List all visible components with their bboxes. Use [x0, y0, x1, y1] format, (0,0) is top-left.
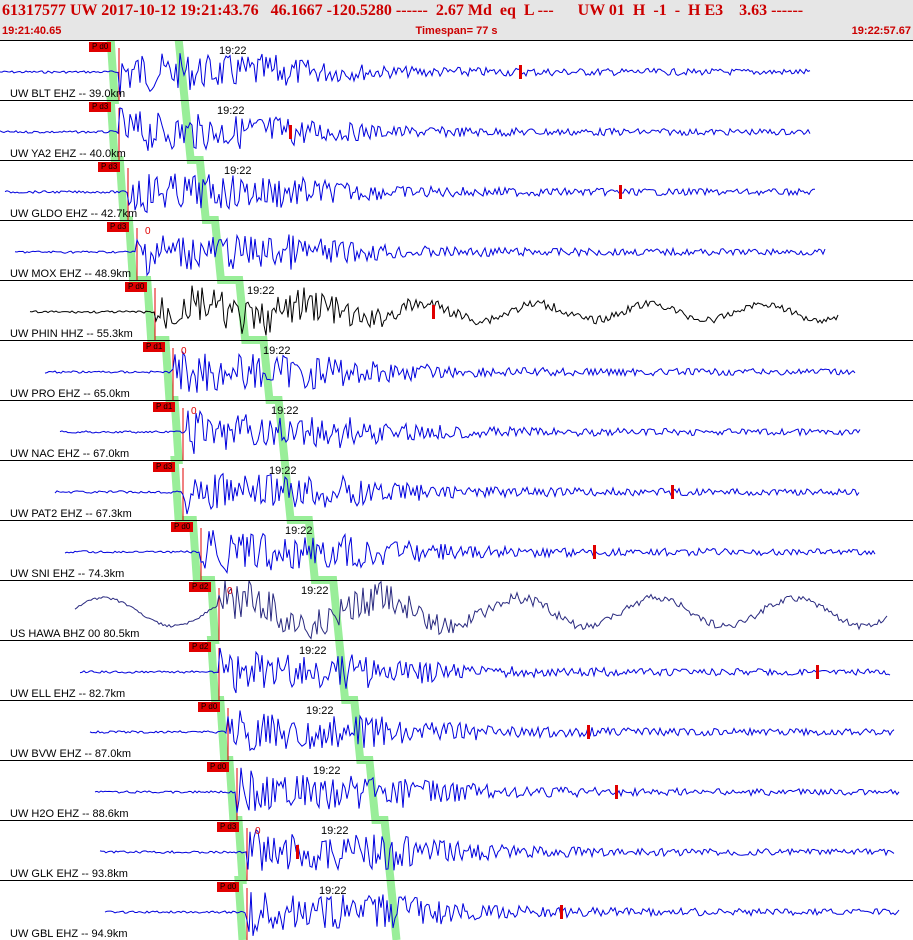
waveform-trace [44, 350, 856, 393]
trace-label: UW YA2 EHZ -- 40.0km [10, 148, 126, 160]
trace-label: UW SNI EHZ -- 74.3km [10, 568, 125, 580]
s-arrival-marker [296, 845, 299, 859]
p-pick-tag[interactable]: P d0 [217, 882, 240, 892]
trace-label: UW PHIN HHZ -- 55.3km [10, 328, 133, 340]
minute-mark-label: 19:22 [247, 285, 275, 297]
waveform-trace [89, 710, 895, 752]
s-arrival-marker [289, 125, 292, 139]
minute-mark-label: 19:22 [269, 465, 297, 477]
minute-mark-label: 19:22 [306, 705, 334, 717]
waveform-trace [104, 892, 900, 936]
trace-panel[interactable]: UW GBL EHZ -- 94.9km P d0 19:22 [0, 880, 913, 940]
minute-mark-label: 19:22 [313, 765, 341, 777]
trace-panel[interactable]: UW MOX EHZ -- 48.9km P d3 0 [0, 220, 913, 280]
trace-panel[interactable]: UW NAC EHZ -- 67.0km P d1 19:22 0 [0, 400, 913, 460]
moveout-band [106, 40, 247, 940]
p-pick-tag[interactable]: P d3 [107, 222, 130, 232]
s-arrival-marker [671, 485, 674, 499]
minute-mark-label: 19:22 [285, 525, 313, 537]
s-arrival-marker [432, 305, 435, 319]
minute-mark-label: 19:22 [224, 165, 252, 177]
waveform-trace [74, 580, 888, 640]
p-pick-tag[interactable]: P d1 [153, 402, 176, 412]
trace-panel[interactable]: UW H2O EHZ -- 88.6km P d0 19:22 [0, 760, 913, 820]
minute-mark-label: 19:22 [219, 45, 247, 57]
trace-label: UW GBL EHZ -- 94.9km [10, 928, 128, 940]
waveform-trace [79, 647, 891, 694]
trace-panel[interactable]: UW ELL EHZ -- 82.7km P d2 19:22 [0, 640, 913, 700]
trace-panel[interactable]: UW PHIN HHZ -- 55.3km P d0 19:22 [0, 280, 913, 340]
p-pick-tag[interactable]: P d0 [207, 762, 230, 772]
p-pick-tag[interactable]: P d1 [143, 342, 166, 352]
minute-mark-label: 19:22 [299, 645, 327, 657]
trace-panel[interactable]: UW GLDO EHZ -- 42.7km P d3 19:22 [0, 160, 913, 220]
minute-mark-label: 19:22 [301, 585, 329, 597]
p-pick-tag[interactable]: P d0 [198, 702, 221, 712]
waveform-trace [0, 107, 811, 151]
amplitude-zero-label: 0 [255, 826, 261, 837]
start-time: 19:21:40.65 [2, 25, 62, 37]
trace-label: UW H2O EHZ -- 88.6km [10, 808, 129, 820]
p-pick-tag[interactable]: P d3 [153, 462, 176, 472]
seismogram-panel-stack[interactable]: UW BLT EHZ -- 39.0km P d0 19:22 UW YA2 EHZ … [0, 40, 913, 940]
p-pick-tag[interactable]: P d3 [89, 102, 112, 112]
s-arrival-marker [816, 665, 819, 679]
trace-label: US HAWA BHZ 00 80.5km [10, 628, 140, 640]
trace-label: UW MOX EHZ -- 48.9km [10, 268, 132, 280]
waveform-trace [94, 767, 900, 813]
waveform-trace [4, 173, 816, 214]
waveform-trace [59, 409, 861, 454]
trace-label: UW NAC EHZ -- 67.0km [10, 448, 130, 460]
waveform-trace [99, 828, 895, 872]
trace-label: UW GLDO EHZ -- 42.7km [10, 208, 138, 220]
p-pick-tag[interactable]: P d3 [217, 822, 240, 832]
amplitude-zero-label: 0 [181, 346, 187, 357]
amplitude-zero-label: 0 [145, 226, 151, 237]
event-header: 61317577 UW 2017-10-12 19:21:43.76 46.16… [0, 0, 913, 40]
trace-label: UW BVW EHZ -- 87.0km [10, 748, 132, 760]
minute-mark-label: 19:22 [263, 345, 291, 357]
p-pick-tag[interactable]: P d0 [125, 282, 148, 292]
trace-panel[interactable]: UW GLK EHZ -- 93.8km P d3 19:22 0 [0, 820, 913, 880]
s-arrival-marker [519, 65, 522, 79]
s-arrival-marker [615, 785, 618, 799]
trace-panel[interactable]: UW PAT2 EHZ -- 67.3km P d3 19:22 [0, 460, 913, 520]
event-title: 61317577 UW 2017-10-12 19:21:43.76 46.16… [2, 2, 804, 19]
waveform-trace [54, 472, 860, 515]
end-time: 19:22:57.67 [851, 25, 911, 37]
s-arrival-marker [593, 545, 596, 559]
trace-panel[interactable]: UW BVW EHZ -- 87.0km P d0 19:22 [0, 700, 913, 760]
trace-label: UW ELL EHZ -- 82.7km [10, 688, 126, 700]
p-pick-tag[interactable]: P d0 [89, 42, 112, 52]
trace-panel[interactable]: UW PRO EHZ -- 65.0km P d1 19:22 0 [0, 340, 913, 400]
s-arrival-marker [619, 185, 622, 199]
trace-panel[interactable]: US HAWA BHZ 00 80.5km P d2 19:22 0 [0, 580, 913, 640]
waveform-trace [64, 530, 876, 575]
trace-panel[interactable]: UW BLT EHZ -- 39.0km P d0 19:22 [0, 40, 913, 100]
timespan-label: Timespan= 77 s [415, 25, 498, 37]
p-pick-tag[interactable]: P d3 [98, 162, 121, 172]
amplitude-zero-label: 0 [227, 586, 233, 597]
s-arrival-marker [560, 905, 563, 919]
p-pick-tag[interactable]: P d2 [189, 642, 212, 652]
trace-label: UW PAT2 EHZ -- 67.3km [10, 508, 132, 520]
p-pick-tag[interactable]: P d2 [189, 582, 212, 592]
trace-label: UW GLK EHZ -- 93.8km [10, 868, 128, 880]
amplitude-zero-label: 0 [191, 406, 197, 417]
minute-mark-label: 19:22 [217, 105, 245, 117]
s-arrival-marker [587, 725, 590, 739]
waveform-trace [0, 53, 811, 95]
trace-panel[interactable]: UW YA2 EHZ -- 40.0km P d3 19:22 [0, 100, 913, 160]
minute-mark-label: 19:22 [319, 885, 347, 897]
trace-label: UW BLT EHZ -- 39.0km [10, 88, 126, 100]
waveform-trace [14, 233, 826, 277]
minute-mark-label: 19:22 [271, 405, 299, 417]
p-pick-tag[interactable]: P d0 [171, 522, 194, 532]
trace-panel[interactable]: UW SNI EHZ -- 74.3km P d0 19:22 [0, 520, 913, 580]
waveform-canvas [0, 40, 900, 940]
minute-mark-label: 19:22 [321, 825, 349, 837]
trace-label: UW PRO EHZ -- 65.0km [10, 388, 130, 400]
